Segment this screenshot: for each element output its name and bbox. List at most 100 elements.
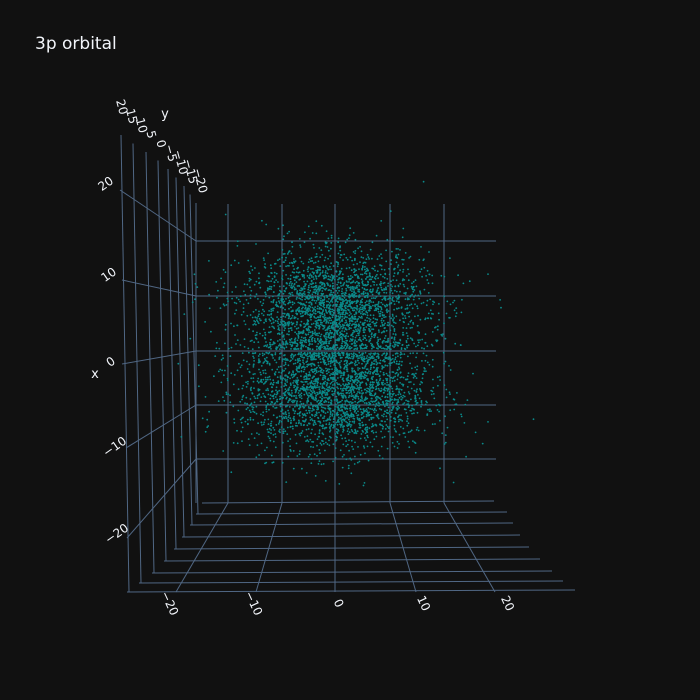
scatter-point [398,360,401,363]
scatter-point [385,377,387,380]
scatter-point [327,289,330,292]
scatter-point [399,339,402,342]
scatter-point [329,387,332,390]
scatter-point [335,438,338,441]
scatter-point [377,310,380,313]
scatter-point [238,362,240,365]
scatter-point [361,317,363,319]
scatter-point [377,305,380,308]
scatter-point [338,483,341,485]
scatter-point [414,397,417,400]
scatter-point [246,368,249,370]
scatter-point [405,378,408,381]
scatter-point [321,427,324,430]
floor-line-x [255,502,283,593]
scatter-point [397,393,400,396]
scatter-point [310,462,313,464]
scatter-point [249,411,252,414]
scatter-point [359,245,361,248]
scatter-point [309,309,311,312]
scatter-point [380,257,383,259]
scatter-point [300,320,303,323]
scatter-point [431,274,434,277]
scatter-point [393,445,396,448]
scatter-point [335,325,338,328]
scatter-point [308,274,311,277]
scatter-point [310,315,312,318]
scatter-point [313,399,316,401]
scatter-point [287,296,290,299]
scatter-point [361,371,363,373]
scatter-point [265,341,267,343]
scatter-point [380,307,383,309]
scatter-point [441,432,444,435]
scatter-point [344,294,347,297]
scatter-point [344,401,347,403]
scatter-point [259,371,262,374]
scatter-point [307,406,310,408]
scatter-point [294,405,296,408]
scatter-point [373,284,375,286]
scatter-point [345,362,348,365]
scatter-point [313,421,316,423]
scatter-point [299,404,301,407]
scatter-point [315,290,318,292]
scatter-point [292,322,295,325]
scatter-point [241,440,243,442]
scatter-point [338,277,340,280]
scatter-point [332,384,334,386]
scatter-point [410,398,412,401]
scatter-point [357,379,359,382]
scatter-point [298,365,300,368]
scatter-point [407,268,409,271]
scatter-point [330,234,333,237]
scatter-point [284,379,287,382]
scatter-point [333,309,335,312]
scatter-point [330,291,332,294]
scatter-point [304,404,307,407]
scatter-point [398,388,401,390]
scatter-point [296,345,298,348]
scatter-point [210,330,212,333]
scatter-point [292,427,294,430]
scatter-point [355,334,358,337]
scatter-point [230,322,232,325]
scatter-point [290,356,293,359]
scatter-point [282,315,285,318]
scatter-point [415,372,417,375]
scatter-point [243,346,246,348]
scatter-point [368,427,371,430]
side-line-y [167,168,177,550]
scatter-point [426,401,428,404]
scatter-point [275,389,277,392]
scatter-point [281,335,284,338]
scatter-point [368,325,371,328]
scatter-point [378,255,381,257]
scatter-point [325,294,328,297]
scatter-point [319,256,322,258]
scatter-point [367,328,370,330]
scatter-point [331,301,334,303]
scatter-point [288,299,291,302]
scatter-point [299,406,301,409]
scatter-point [381,457,384,460]
scatter-point [359,345,362,348]
scatter-point [279,403,281,406]
side-line-y [189,194,199,515]
scatter-point [256,331,258,334]
scatter-point [352,388,355,390]
scatter-point [328,368,331,371]
scatter-point [335,303,338,306]
scatter-point [340,344,343,347]
scatter-point [350,439,353,442]
scatter-point [286,379,288,381]
scatter-point [297,366,300,369]
scatter-point [368,391,371,394]
scatter-point [445,396,448,399]
scatter-point [349,401,352,403]
scatter-point [300,351,303,354]
scatter-point [316,307,319,310]
scatter-point [386,409,388,412]
scatter-point [303,376,305,378]
